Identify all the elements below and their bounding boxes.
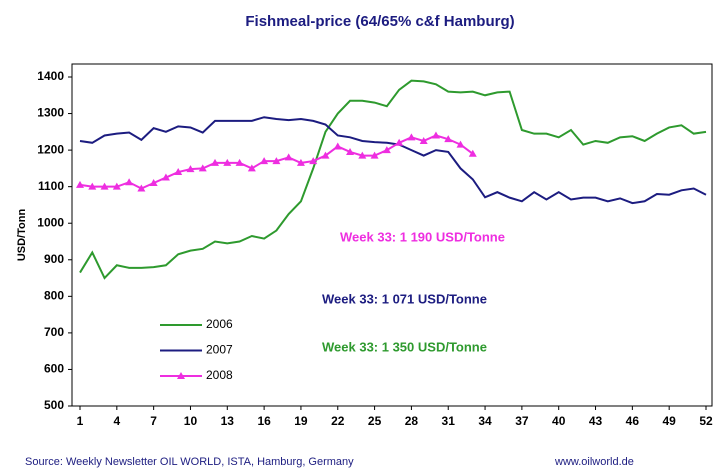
point-marker — [382, 146, 391, 154]
point-marker — [161, 173, 170, 181]
x-tick-label: 31 — [442, 414, 456, 428]
point-marker — [174, 168, 183, 176]
x-tick-label: 22 — [331, 414, 345, 428]
point-marker — [456, 140, 465, 148]
point-marker — [431, 131, 440, 139]
point-marker — [346, 147, 355, 155]
y-tick-label: 1400 — [37, 69, 64, 83]
y-tick-label: 1300 — [37, 106, 64, 120]
point-marker — [272, 157, 281, 165]
x-tick-label: 25 — [368, 414, 382, 428]
x-tick-label: 46 — [626, 414, 640, 428]
x-tick-label: 4 — [113, 414, 120, 428]
y-tick-label: 900 — [44, 252, 64, 266]
x-tick-label: 28 — [405, 414, 419, 428]
x-tick-label: 16 — [257, 414, 271, 428]
point-marker — [284, 153, 293, 161]
annotation: Week 33: 1 071 USD/Tonne — [322, 291, 487, 306]
plot-frame — [71, 63, 713, 407]
point-marker — [100, 182, 109, 190]
point-marker — [76, 180, 84, 188]
series-line — [79, 116, 707, 205]
x-tick-label: 49 — [662, 414, 676, 428]
point-marker — [407, 133, 416, 141]
y-tick-label: 800 — [44, 289, 64, 303]
x-tick-label: 10 — [184, 414, 198, 428]
point-marker — [125, 178, 134, 186]
y-tick-label: 500 — [44, 398, 64, 412]
point-marker — [235, 158, 244, 166]
point-marker — [112, 182, 121, 190]
y-tick-label: 1100 — [38, 179, 64, 193]
point-marker — [260, 157, 269, 165]
annotation: Week 33: 1 190 USD/Tonne — [340, 229, 505, 244]
x-tick-label: 52 — [699, 414, 713, 428]
point-marker — [223, 158, 232, 166]
x-tick-label: 40 — [552, 414, 566, 428]
point-marker — [395, 138, 404, 146]
point-marker — [321, 151, 330, 159]
point-marker — [444, 135, 453, 143]
point-marker — [370, 151, 379, 159]
x-tick-label: 34 — [478, 414, 492, 428]
point-marker — [296, 158, 305, 166]
legend-marker — [177, 372, 185, 379]
y-tick-label: 700 — [44, 325, 64, 339]
point-marker — [358, 151, 367, 159]
point-marker — [198, 164, 207, 172]
point-marker — [137, 184, 146, 192]
point-marker — [333, 142, 342, 150]
chart-title: Fishmeal-price (64/65% c&f Hamburg) — [245, 13, 514, 30]
y-tick-label: 1000 — [37, 215, 64, 229]
point-marker — [309, 157, 318, 165]
x-tick-label: 1 — [77, 414, 84, 428]
annotation: Week 33: 1 350 USD/Tonne — [322, 339, 487, 354]
point-marker — [88, 182, 97, 190]
source: Source: Weekly Newsletter OIL WORLD, IST… — [25, 456, 354, 468]
x-tick-label: 19 — [294, 414, 308, 428]
y-tick-label: 600 — [44, 362, 64, 376]
x-tick-label: 13 — [221, 414, 235, 428]
point-marker — [468, 149, 477, 157]
legend-label: 2006 — [206, 317, 233, 331]
website: www.oilworld.de — [554, 456, 634, 468]
x-tick-label: 7 — [150, 414, 157, 428]
point-marker — [211, 158, 220, 166]
point-marker — [247, 164, 256, 172]
point-marker — [149, 179, 158, 187]
y-axis-label: USD/Tonn — [16, 209, 28, 262]
legend-label: 2008 — [206, 368, 233, 382]
point-marker — [419, 136, 428, 144]
legend-label: 2007 — [206, 343, 233, 357]
y-tick-label: 1200 — [37, 142, 64, 156]
point-marker — [186, 165, 195, 173]
x-tick-label: 43 — [589, 414, 603, 428]
x-tick-label: 37 — [515, 414, 529, 428]
series-line — [79, 79, 707, 280]
